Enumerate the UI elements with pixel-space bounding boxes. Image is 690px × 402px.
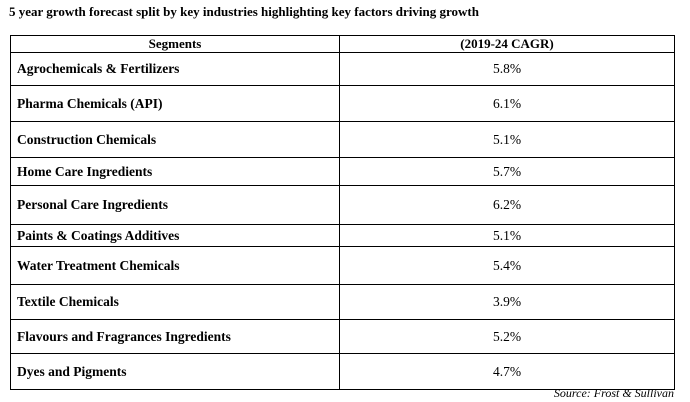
cagr-cell: 5.4%	[339, 246, 675, 285]
table-row: Personal Care Ingredients 6.2%	[10, 185, 675, 225]
cagr-cell: 4.7%	[339, 353, 675, 390]
cagr-cell: 5.1%	[339, 224, 675, 247]
table-row: Textile Chemicals 3.9%	[10, 284, 675, 320]
segment-cell: Dyes and Pigments	[10, 353, 340, 390]
table-row: Paints & Coatings Additives 5.1%	[10, 224, 675, 247]
cagr-cell: 5.8%	[339, 52, 675, 86]
cagr-cell: 5.7%	[339, 157, 675, 186]
table-header-row: Segments (2019-24 CAGR)	[10, 35, 675, 53]
segment-cell: Agrochemicals & Fertilizers	[10, 52, 340, 86]
table-row: Agrochemicals & Fertilizers 5.8%	[10, 52, 675, 86]
cagr-cell: 3.9%	[339, 284, 675, 320]
header-cagr: (2019-24 CAGR)	[339, 35, 675, 53]
segment-cell: Water Treatment Chemicals	[10, 246, 340, 285]
table-row: Pharma Chemicals (API) 6.1%	[10, 85, 675, 122]
segment-cell: Personal Care Ingredients	[10, 185, 340, 225]
cagr-cell: 5.2%	[339, 319, 675, 354]
table-row: Construction Chemicals 5.1%	[10, 121, 675, 158]
cagr-table: Segments (2019-24 CAGR) Agrochemicals & …	[10, 35, 675, 390]
cagr-cell: 6.1%	[339, 85, 675, 122]
page-title: 5 year growth forecast split by key indu…	[9, 4, 479, 19]
cagr-cell: 6.2%	[339, 185, 675, 225]
cagr-cell: 5.1%	[339, 121, 675, 158]
table-row: Flavours and Fragrances Ingredients 5.2%	[10, 319, 675, 354]
segment-cell: Paints & Coatings Additives	[10, 224, 340, 247]
segment-cell: Textile Chemicals	[10, 284, 340, 320]
source-note: Source: Frost & Sullivan	[553, 386, 674, 400]
table-row: Dyes and Pigments 4.7%	[10, 353, 675, 390]
table-row: Water Treatment Chemicals 5.4%	[10, 246, 675, 285]
segment-cell: Construction Chemicals	[10, 121, 340, 158]
header-segments: Segments	[10, 35, 340, 53]
segment-cell: Pharma Chemicals (API)	[10, 85, 340, 122]
segment-cell: Flavours and Fragrances Ingredients	[10, 319, 340, 354]
table-row: Home Care Ingredients 5.7%	[10, 157, 675, 186]
segment-cell: Home Care Ingredients	[10, 157, 340, 186]
